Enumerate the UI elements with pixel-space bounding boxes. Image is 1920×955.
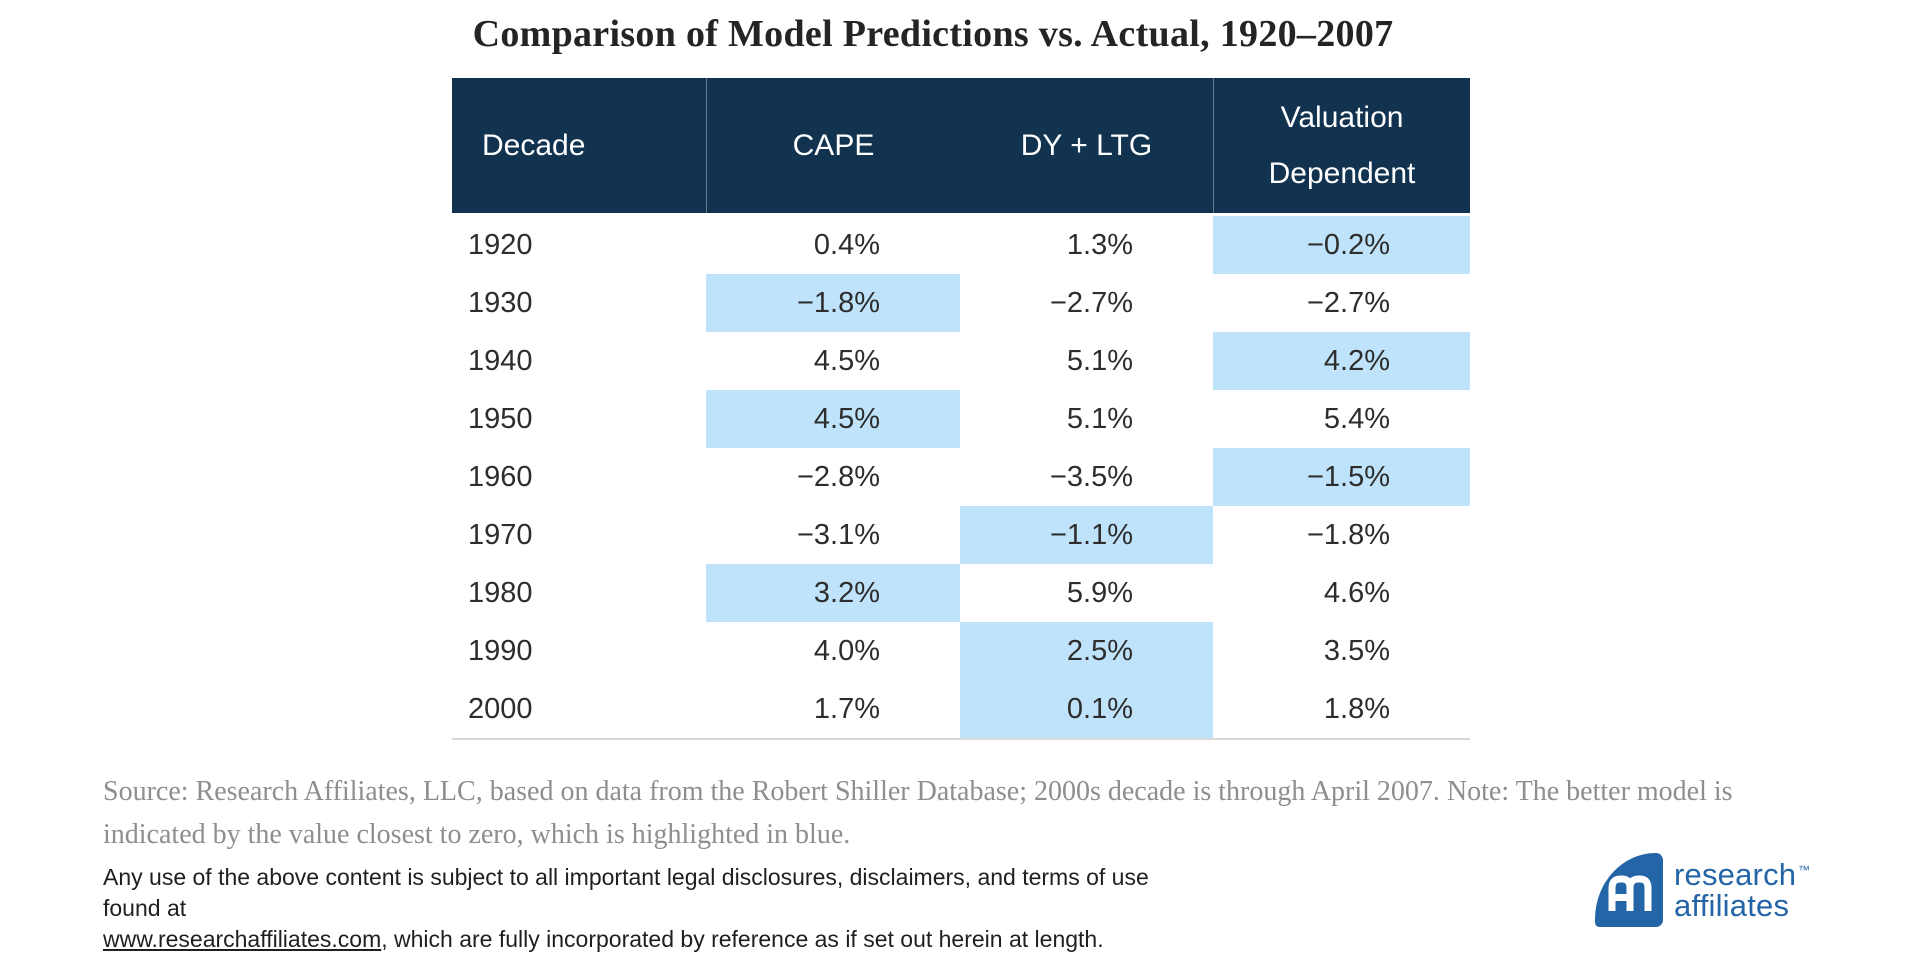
dy-ltg-cell-highlighted: −1.1% <box>960 506 1213 564</box>
decade-cell: 1970 <box>468 518 533 551</box>
valuation-cell-highlighted: 4.2% <box>1213 332 1470 390</box>
table-row: 1960 −2.8% −3.5% −1.5% <box>452 448 1470 506</box>
trademark-symbol: ™ <box>1798 863 1811 877</box>
cape-cell: 4.0% <box>813 634 880 667</box>
valuation-cell: 3.5% <box>1323 634 1390 667</box>
ra-monogram-icon <box>1608 875 1652 911</box>
legal-text-line1: Any use of the above content is subject … <box>103 864 1149 921</box>
valuation-cell: 4.6% <box>1323 576 1390 609</box>
dy-ltg-cell-highlighted: 2.5% <box>960 622 1213 680</box>
logo-wordmark: research affiliates ™ <box>1674 857 1810 923</box>
logo-word-affiliates: affiliates <box>1674 888 1790 923</box>
header-valuation-line2: Dependent <box>1268 156 1416 190</box>
dy-ltg-cell: −2.7% <box>1049 286 1133 319</box>
valuation-cell: −2.7% <box>1306 286 1390 319</box>
cape-cell: 1.7% <box>813 692 880 725</box>
valuation-cell-highlighted: −1.5% <box>1213 448 1470 506</box>
researchaffiliates-link[interactable]: www.researchaffiliates.com <box>103 926 382 952</box>
table-row: 2000 1.7% 0.1% 1.8% <box>452 680 1470 738</box>
dy-ltg-cell-highlighted: 0.1% <box>960 680 1213 738</box>
research-affiliates-logo: research affiliates ™ <box>1595 853 1810 927</box>
cape-cell: −2.8% <box>796 460 880 493</box>
valuation-cell: 5.4% <box>1323 402 1390 435</box>
source-note-line2: indicated by the value closest to zero, … <box>103 819 851 850</box>
table-rows: 1920 0.4% 1.3% −0.2% 1930 −1.8% −2.7% −2.7% 1940… <box>452 213 1470 740</box>
figure-title: Comparison of Model Predictions vs. Actu… <box>472 13 1394 55</box>
header-dy-ltg: DY + LTG <box>1020 128 1153 162</box>
decade-cell: 1960 <box>468 460 533 493</box>
source-note: Source: Research Affiliates, LLC, based … <box>103 770 1803 856</box>
dy-ltg-cell: 1.3% <box>1066 228 1133 261</box>
dy-ltg-cell: 5.9% <box>1066 576 1133 609</box>
source-note-line1: Source: Research Affiliates, LLC, based … <box>103 776 1733 807</box>
header-cape: CAPE <box>706 78 960 213</box>
legal-disclaimer: Any use of the above content is subject … <box>103 862 1203 955</box>
header-valuation-dependent: Valuation Dependent <box>1213 78 1470 213</box>
dy-ltg-cell: 5.1% <box>1066 402 1133 435</box>
table-row: 1980 3.2% 5.9% 4.6% <box>452 564 1470 622</box>
table-row: 1920 0.4% 1.3% −0.2% <box>452 216 1470 274</box>
table-row: 1930 −1.8% −2.7% −2.7% <box>452 274 1470 332</box>
legal-text-line2: , which are fully incorporated by refere… <box>381 926 1104 952</box>
cape-cell-highlighted: 4.5% <box>706 390 960 448</box>
valuation-cell: 1.8% <box>1323 692 1390 725</box>
decade-cell: 2000 <box>468 692 533 725</box>
decade-cell: 1930 <box>468 286 533 319</box>
decade-cell: 1950 <box>468 402 533 435</box>
cape-cell-highlighted: 3.2% <box>706 564 960 622</box>
decade-cell: 1940 <box>468 344 533 377</box>
table-row: 1950 4.5% 5.1% 5.4% <box>452 390 1470 448</box>
table-row: 1940 4.5% 5.1% 4.2% <box>452 332 1470 390</box>
decade-cell: 1980 <box>468 576 533 609</box>
decade-cell: 1920 <box>468 228 533 261</box>
comparison-table: Decade CAPE DY + LTG Valuation Dependent… <box>452 78 1470 740</box>
cape-cell: 0.4% <box>813 228 880 261</box>
header-decade: Decade <box>482 128 586 162</box>
table-row: 1970 −3.1% −1.1% −1.8% <box>452 506 1470 564</box>
header-valuation-line1: Valuation <box>1280 100 1404 134</box>
ra-logo-mark-icon <box>1595 853 1663 927</box>
valuation-cell: −1.8% <box>1306 518 1390 551</box>
decade-cell: 1990 <box>468 634 533 667</box>
dy-ltg-cell: 5.1% <box>1066 344 1133 377</box>
cape-cell-highlighted: −1.8% <box>706 274 960 332</box>
table-header-row: Decade CAPE DY + LTG Valuation Dependent <box>452 78 1470 213</box>
table-row: 1990 4.0% 2.5% 3.5% <box>452 622 1470 680</box>
dy-ltg-cell: −3.5% <box>1049 460 1133 493</box>
cape-cell: 4.5% <box>813 344 880 377</box>
valuation-cell-highlighted: −0.2% <box>1213 216 1470 274</box>
cape-cell: −3.1% <box>796 518 880 551</box>
logo-word-research: research <box>1674 857 1797 892</box>
